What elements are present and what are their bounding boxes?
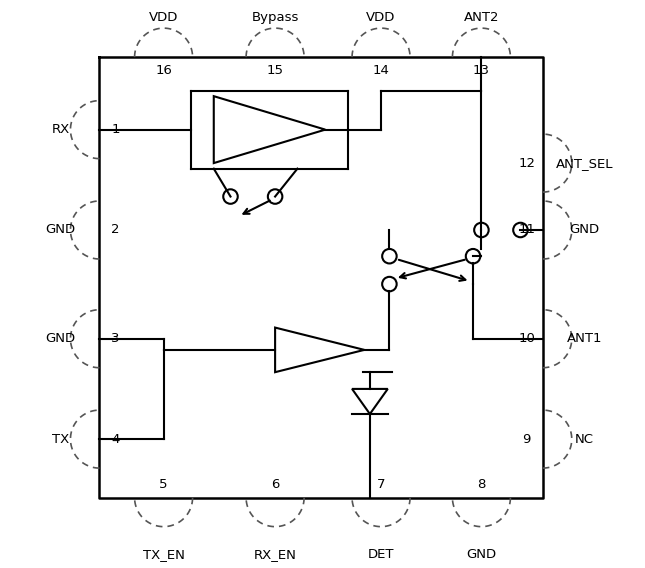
Text: RX: RX: [52, 123, 70, 136]
Text: 5: 5: [159, 478, 168, 491]
Text: TX: TX: [52, 433, 69, 445]
Text: 7: 7: [377, 478, 385, 491]
Text: 14: 14: [373, 64, 390, 77]
Text: 1: 1: [111, 123, 120, 136]
Text: GND: GND: [45, 223, 75, 236]
Text: VDD: VDD: [149, 11, 178, 24]
Text: 8: 8: [477, 478, 486, 491]
Text: Bypass: Bypass: [252, 11, 299, 24]
Text: 16: 16: [155, 64, 172, 77]
Text: 3: 3: [111, 332, 120, 345]
Text: 10: 10: [519, 332, 535, 345]
Text: 9: 9: [522, 433, 531, 445]
Text: 4: 4: [111, 433, 119, 445]
Text: 15: 15: [266, 64, 284, 77]
Text: RX_EN: RX_EN: [253, 548, 297, 561]
Text: 6: 6: [271, 478, 279, 491]
Text: GND: GND: [570, 223, 600, 236]
Text: ANT_SEL: ANT_SEL: [556, 157, 613, 170]
Text: ANT1: ANT1: [567, 332, 602, 345]
Text: GND: GND: [466, 548, 497, 561]
Text: ANT2: ANT2: [464, 11, 499, 24]
Text: DET: DET: [368, 548, 394, 561]
Text: TX_EN: TX_EN: [143, 548, 184, 561]
Text: NC: NC: [575, 433, 594, 445]
Text: 12: 12: [519, 157, 535, 170]
Text: VDD: VDD: [366, 11, 396, 24]
Text: GND: GND: [45, 332, 75, 345]
Text: 2: 2: [111, 223, 120, 236]
Text: 11: 11: [519, 223, 535, 236]
Text: 13: 13: [473, 64, 490, 77]
